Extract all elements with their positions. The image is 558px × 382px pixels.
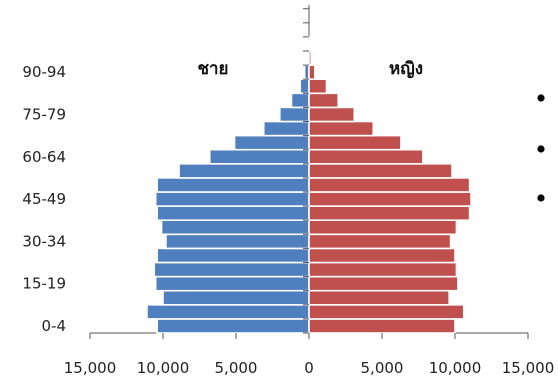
male-bar-75-79 <box>278 106 310 123</box>
x-tick-label: 15,000 <box>64 359 117 377</box>
female-bar-15-19 <box>308 275 459 292</box>
female-bar-5-9 <box>308 303 465 320</box>
male-bar-45-49 <box>154 191 310 207</box>
female-series-label: หญิง <box>389 59 423 79</box>
female-bar-35-39 <box>308 219 458 236</box>
x-tick-labels: 15,000 10,000 5,000 0 5,000 10,000 15,000 <box>64 333 555 377</box>
y-tick-labels: 0-4 15-19 30-34 45-49 60-64 75-79 90-94 <box>22 8 309 335</box>
female-bar-95-99 <box>308 50 312 66</box>
male-bar-85-89 <box>299 78 310 95</box>
y-tick-label-45-49: 45-49 <box>22 190 66 208</box>
male-bar-65-69 <box>233 134 310 151</box>
female-bar-45-49 <box>308 191 472 207</box>
female-bar-30-34 <box>308 233 452 250</box>
female-bar-90-94 <box>308 64 316 80</box>
male-bar-30-34 <box>165 233 310 250</box>
male-bar-15-19 <box>154 275 310 292</box>
bullet-point <box>537 145 545 153</box>
male-bar-55-59 <box>178 163 310 179</box>
male-bar-35-39 <box>160 219 310 236</box>
female-bar-75-79 <box>308 106 356 123</box>
female-bar-20-24 <box>308 261 458 278</box>
male-bar-20-24 <box>153 261 310 278</box>
x-tick-label: 0 <box>304 359 314 377</box>
male-series-label: ชาย <box>197 59 228 79</box>
female-bar-70-74 <box>308 120 375 137</box>
female-bar-100+ <box>308 36 311 52</box>
y-tick-label-15-19: 15-19 <box>22 275 66 293</box>
y-tick-label-90-94: 90-94 <box>22 63 66 81</box>
male-bar-50-54 <box>156 177 310 193</box>
x-tick-label: 15,000 <box>502 359 555 377</box>
female-bar-10-14 <box>308 289 450 306</box>
male-bar-70-74 <box>262 120 310 137</box>
female-bar-50-54 <box>308 177 471 193</box>
female-bar-40-44 <box>308 205 471 222</box>
x-tick-label: 5,000 <box>361 359 404 377</box>
male-bar-10-14 <box>162 289 310 306</box>
female-bar-80-84 <box>308 92 340 109</box>
male-bar-60-64 <box>208 148 310 165</box>
bullet-list <box>537 94 545 202</box>
x-tick-label: 10,000 <box>429 359 482 377</box>
x-tick-label: 10,000 <box>137 359 190 377</box>
female-bar-85-89 <box>308 78 328 95</box>
male-bar-0-4 <box>156 318 310 334</box>
male-bar-5-9 <box>146 303 310 320</box>
female-bar-60-64 <box>308 148 424 165</box>
y-tick-label-30-34: 30-34 <box>22 232 66 250</box>
bullet-point <box>537 94 545 102</box>
bars-layer <box>146 36 472 334</box>
y-tick-label-75-79: 75-79 <box>22 105 66 123</box>
male-bar-25-29 <box>156 247 310 264</box>
female-bar-65-69 <box>308 134 402 151</box>
x-tick-label: 5,000 <box>215 359 258 377</box>
y-tick-label-0-4: 0-4 <box>42 317 67 335</box>
bullet-point <box>537 194 545 202</box>
male-bar-80-84 <box>290 92 310 109</box>
male-bar-40-44 <box>156 205 310 222</box>
female-bar-0-4 <box>308 318 456 334</box>
female-bar-25-29 <box>308 247 456 264</box>
female-bar-55-59 <box>308 163 453 179</box>
y-tick-label-60-64: 60-64 <box>22 148 66 166</box>
